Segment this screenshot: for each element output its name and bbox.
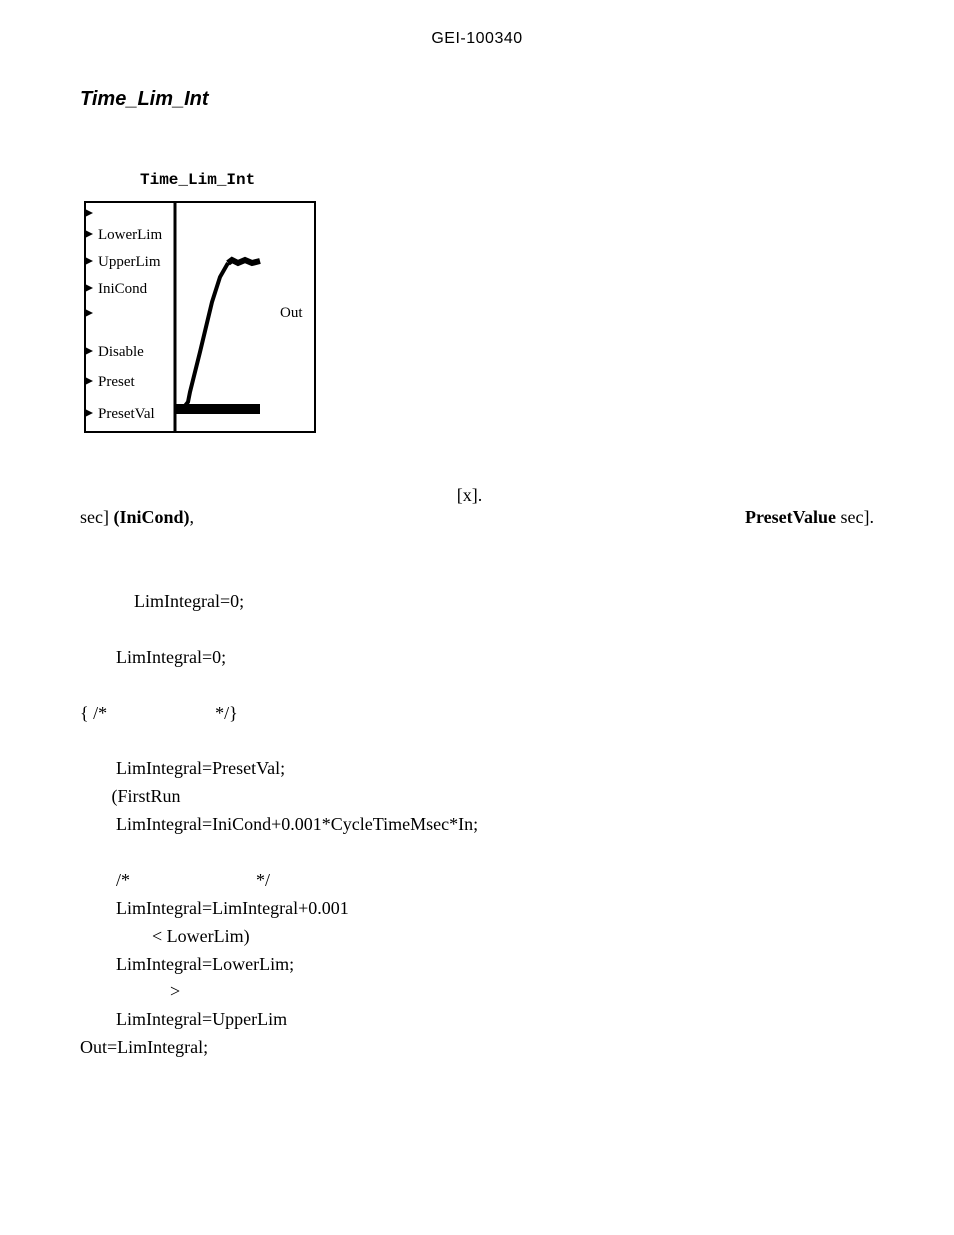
mid-right-plain: sec].: [841, 507, 874, 527]
section-title: Time_Lim_Int: [80, 88, 874, 111]
input-presetval: PresetVal: [98, 406, 155, 422]
input-disable: Disable: [98, 344, 144, 360]
output-out: Out: [280, 305, 303, 321]
doc-id: GEI-100340: [80, 30, 874, 48]
mid-left-plain: sec]: [80, 507, 113, 527]
block-diagram: LowerLim UpperLim IniCond Disable Preset…: [80, 197, 340, 437]
mid-left-tail: ,: [190, 507, 195, 527]
mid-right-bold: PresetValue: [745, 507, 836, 527]
input-upperlim: UpperLim: [98, 254, 161, 270]
mid-left-bold: (IniCond): [113, 507, 189, 527]
input-labels: LowerLim UpperLim IniCond Disable Preset…: [98, 227, 162, 422]
block-label: Time_Lim_Int: [140, 171, 874, 189]
input-preset: Preset: [98, 374, 135, 390]
response-curve: [175, 260, 260, 409]
mid-text-row: sec] (IniCond), [x]. PresetValue sec].: [80, 507, 874, 528]
mid-left: sec] (IniCond),: [80, 507, 194, 528]
input-ticks: [85, 209, 93, 417]
mid-right: PresetValue sec].: [745, 507, 874, 528]
input-lowerlim: LowerLim: [98, 227, 162, 243]
code-block: LimIntegral=0; LimIntegral=0; { /* */} L…: [80, 588, 874, 1062]
page: GEI-100340 Time_Lim_Int Time_Lim_Int Low…: [0, 0, 954, 1235]
mid-center: [x].: [457, 485, 483, 506]
input-inicond: IniCond: [98, 281, 148, 297]
